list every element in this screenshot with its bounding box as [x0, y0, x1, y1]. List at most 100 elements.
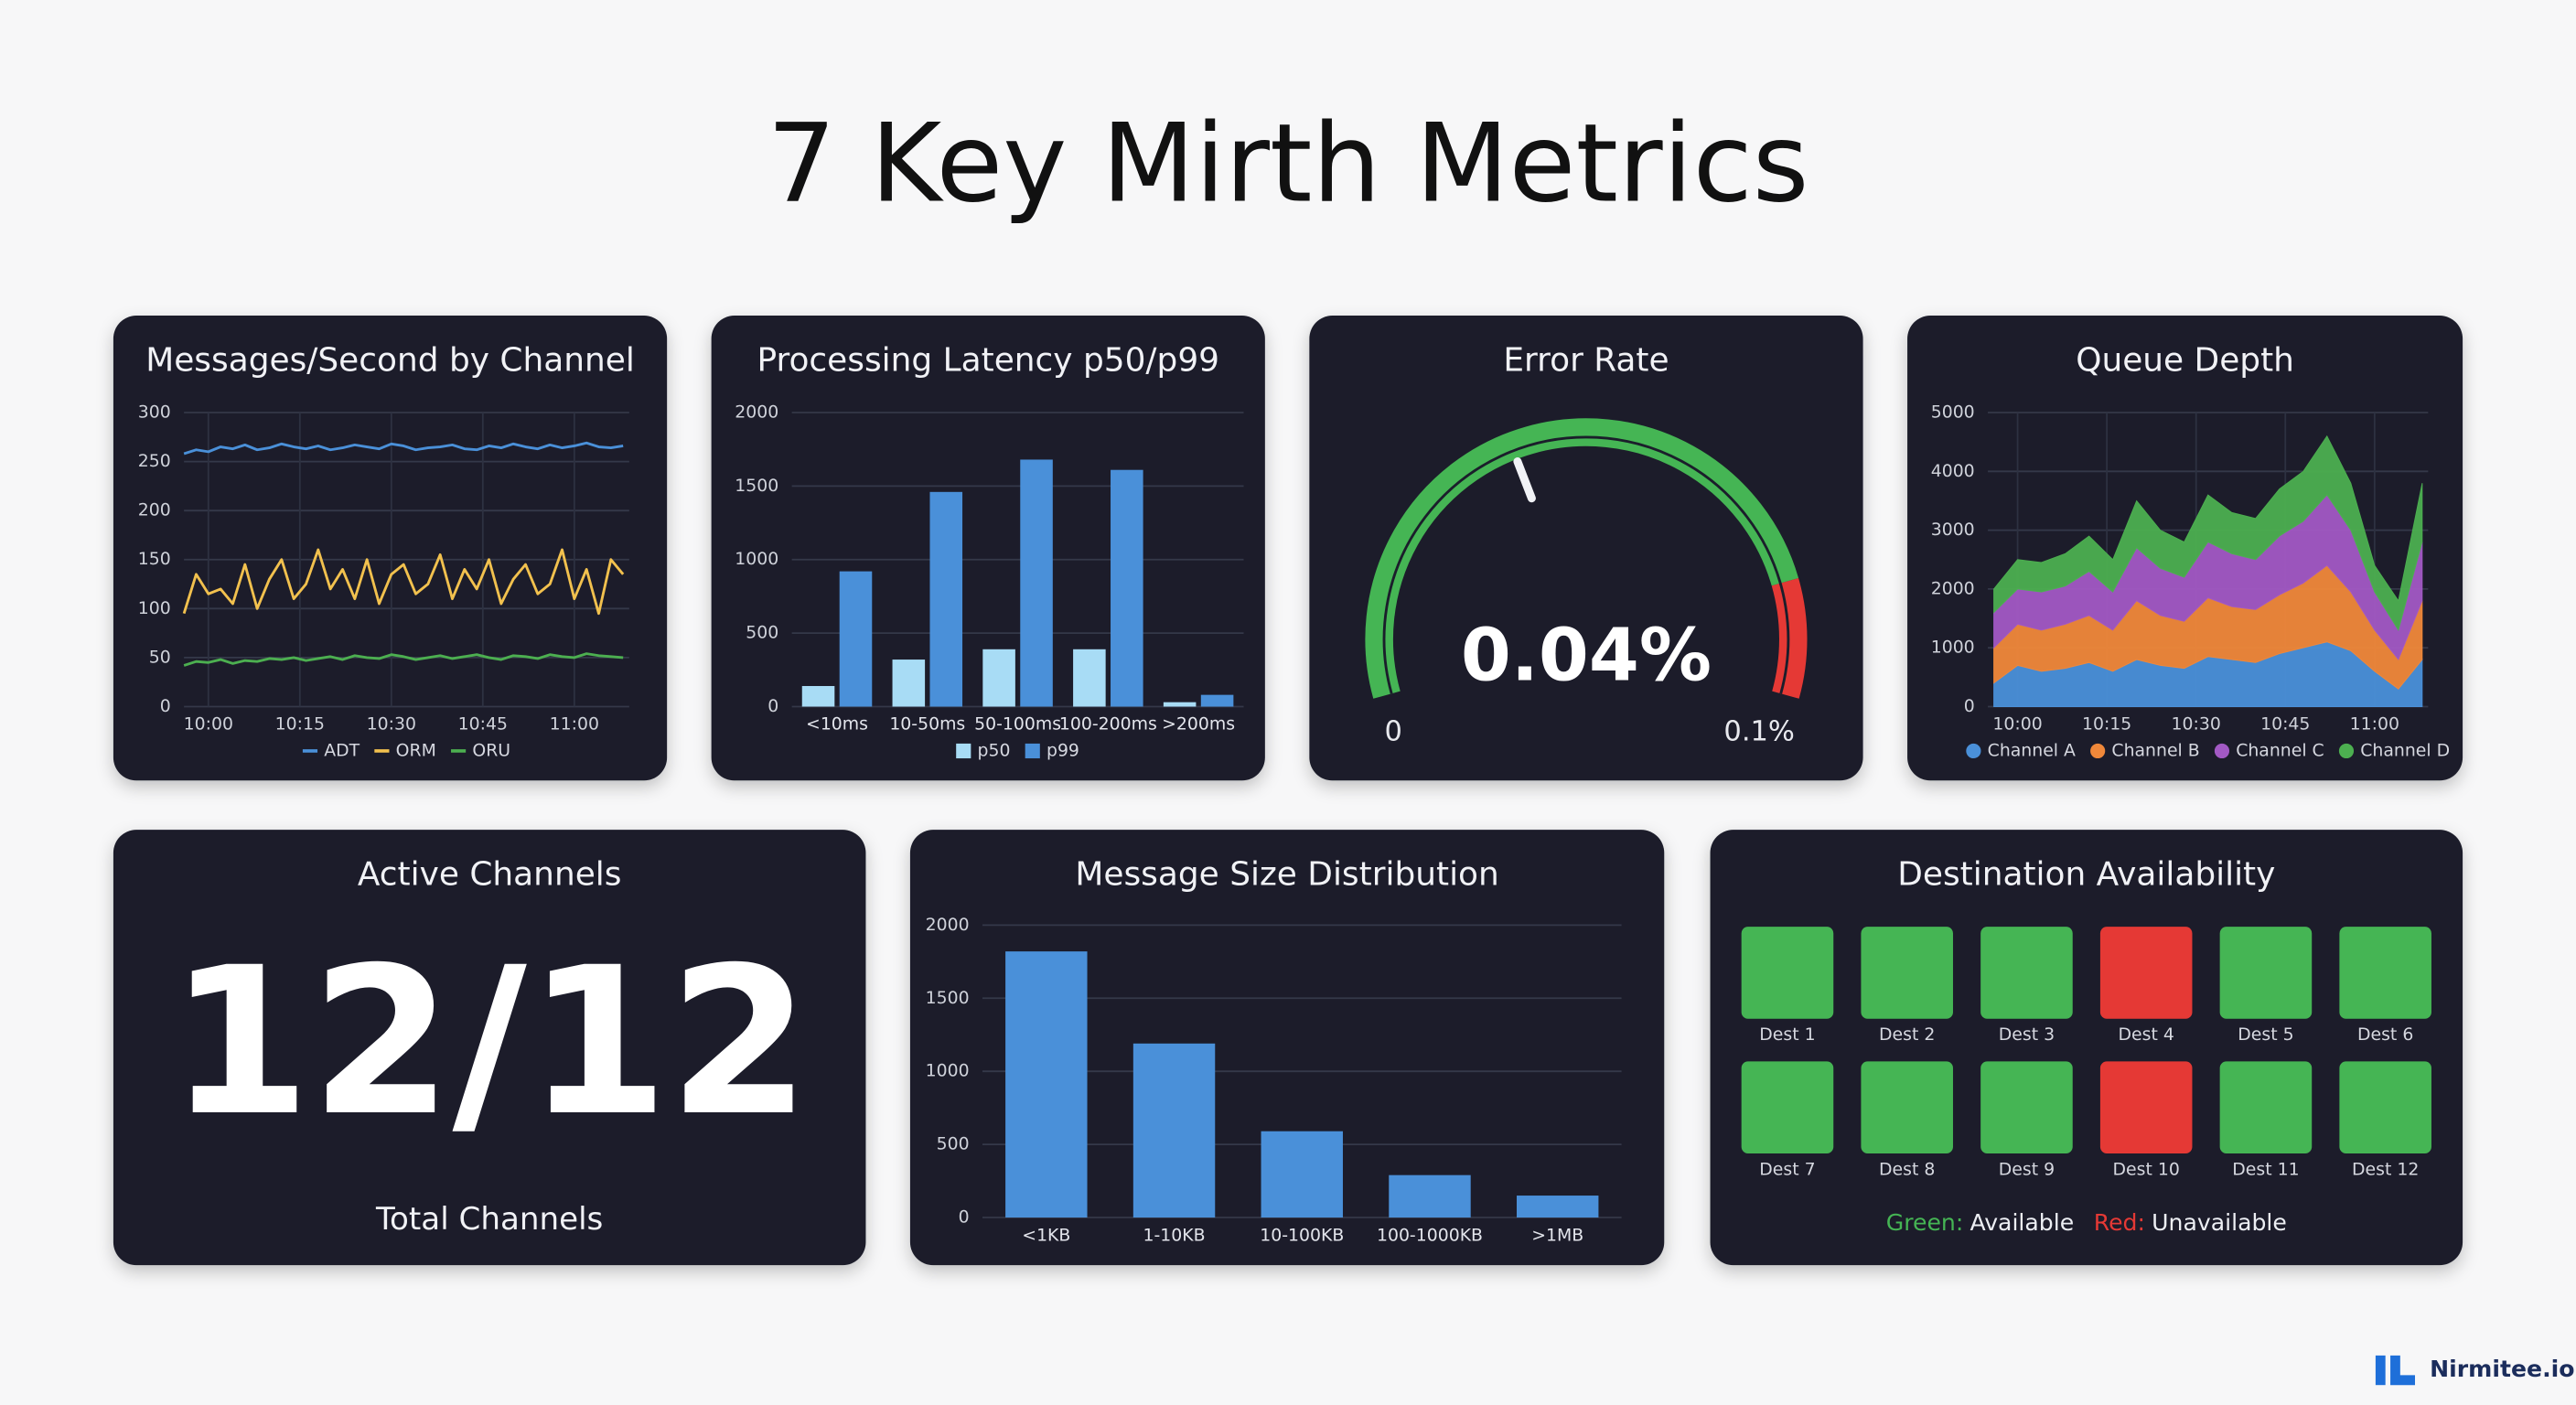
legend-label: ORU [472, 741, 510, 760]
y-tick-label: 5000 [1931, 403, 1975, 423]
x-tick-label: 10-50ms [889, 715, 965, 735]
x-tick-label: 50-100ms [974, 715, 1061, 735]
x-tick-label: 11:00 [550, 715, 599, 735]
legend-key: Green: [1886, 1209, 1964, 1236]
y-tick-label: 0 [1964, 697, 1975, 716]
y-tick-label: 2000 [926, 916, 970, 935]
x-tick-label: 100-200ms [1059, 715, 1157, 735]
status-label: Dest 9 [1999, 1160, 2055, 1179]
y-tick-label: 1500 [735, 477, 778, 496]
y-tick-label: 200 [138, 501, 171, 520]
panel [1309, 316, 1863, 781]
gauge-band [1365, 418, 1799, 699]
x-tick-label: 1-10KB [1143, 1226, 1206, 1245]
y-tick-label: 1000 [926, 1062, 970, 1081]
legend-label: Channel B [2111, 741, 2199, 760]
x-tick-label: 10:45 [2260, 715, 2310, 735]
legend-label: Unavailable [2152, 1209, 2287, 1236]
status-label: Dest 11 [2232, 1160, 2299, 1179]
status-tile [2339, 927, 2431, 1019]
x-tick-label: 10:15 [275, 715, 325, 735]
status-tile [1980, 1061, 2073, 1153]
status-tile [2219, 1061, 2313, 1153]
y-tick-label: 150 [138, 550, 171, 569]
status-tile [1861, 927, 1953, 1019]
page-title: 7 Key Mirth Metrics [767, 101, 1809, 227]
legend-swatch [956, 743, 971, 759]
legend-label: Channel C [2236, 741, 2324, 760]
panel-title: Error Rate [1503, 341, 1669, 379]
panel [113, 316, 668, 781]
legend: Channel A Channel B Channel C Channel D [1966, 741, 2450, 760]
y-tick-label: 500 [746, 624, 778, 643]
y-tick-label: 0 [767, 697, 778, 716]
brand-logo [2375, 1355, 2415, 1386]
series-line [183, 652, 624, 667]
bar [1073, 649, 1106, 707]
status-label: Dest 12 [2352, 1160, 2419, 1179]
panel-title: Processing Latency p50/p99 [757, 341, 1219, 379]
x-tick-label: 10:30 [2172, 715, 2221, 735]
status-tile [2339, 1061, 2431, 1153]
y-tick-label: 50 [149, 648, 171, 667]
status-label: Dest 10 [2113, 1160, 2180, 1179]
bar [839, 571, 873, 707]
bar [929, 491, 963, 707]
legend-label: Channel A [1988, 741, 2076, 760]
legend: p50 p99 [956, 741, 1079, 760]
legend: ADT ORM ORU [302, 741, 510, 760]
gauge-band [1771, 577, 1808, 699]
y-tick-label: 250 [138, 452, 171, 471]
x-tick-label: >200ms [1162, 715, 1235, 735]
legend-label: ADT [324, 741, 360, 760]
legend-label: Available [1970, 1209, 2074, 1236]
gauge-value: 0.04% [1461, 614, 1712, 698]
status-label: Dest 1 [1759, 1025, 1815, 1045]
panel [113, 830, 866, 1266]
x-tick-label: 11:00 [2350, 715, 2399, 735]
status-tile [2099, 1061, 2193, 1153]
gauge-inner-line [1382, 435, 1790, 694]
stat-subtitle: Total Channels [375, 1201, 603, 1238]
x-tick-label: 10:30 [367, 715, 416, 735]
bar [1261, 1131, 1343, 1218]
bar [801, 685, 835, 707]
bar [1005, 951, 1088, 1218]
status-tile [1741, 927, 1834, 1019]
status-label: Dest 2 [1879, 1025, 1935, 1045]
x-tick-label: >1MB [1531, 1226, 1583, 1245]
legend-key: Red: [2094, 1209, 2145, 1236]
status-tile [1980, 927, 2073, 1019]
x-tick-label: 100-1000KB [1377, 1226, 1483, 1245]
x-tick-label: 10:00 [1992, 715, 2042, 735]
x-tick-label: <1KB [1022, 1226, 1070, 1245]
status-tile [2219, 927, 2313, 1019]
bar [1516, 1196, 1599, 1218]
y-tick-label: 4000 [1931, 462, 1975, 481]
bar [982, 649, 1015, 707]
legend-swatch [2214, 743, 2230, 759]
y-tick-label: 1000 [1931, 638, 1975, 658]
x-tick-label: 10:00 [184, 715, 233, 735]
status-tile [2099, 927, 2193, 1019]
y-tick-label: 1000 [735, 550, 778, 569]
status-tile [1741, 1061, 1834, 1153]
bar [1200, 694, 1234, 707]
status-label: Dest 5 [2238, 1025, 2293, 1045]
bar [1163, 702, 1197, 707]
y-tick-label: 0 [160, 697, 171, 716]
gauge-needle [1513, 457, 1536, 503]
y-tick-label: 100 [138, 599, 171, 618]
status-label: Dest 3 [1999, 1025, 2055, 1045]
legend-swatch [1025, 743, 1040, 759]
series-line [183, 441, 624, 456]
bar [892, 660, 926, 707]
stat-value: 12/12 [169, 923, 810, 1161]
legend-label: Channel D [2360, 741, 2450, 760]
legend-swatch [2338, 743, 2355, 759]
legend-swatch [1966, 743, 1981, 759]
status-legend: Green: Available Red: Unavailable [1886, 1209, 2287, 1236]
series-line [182, 548, 625, 616]
panel-title: Messages/Second by Channel [145, 341, 635, 379]
panel-title: Queue Depth [2076, 341, 2294, 379]
